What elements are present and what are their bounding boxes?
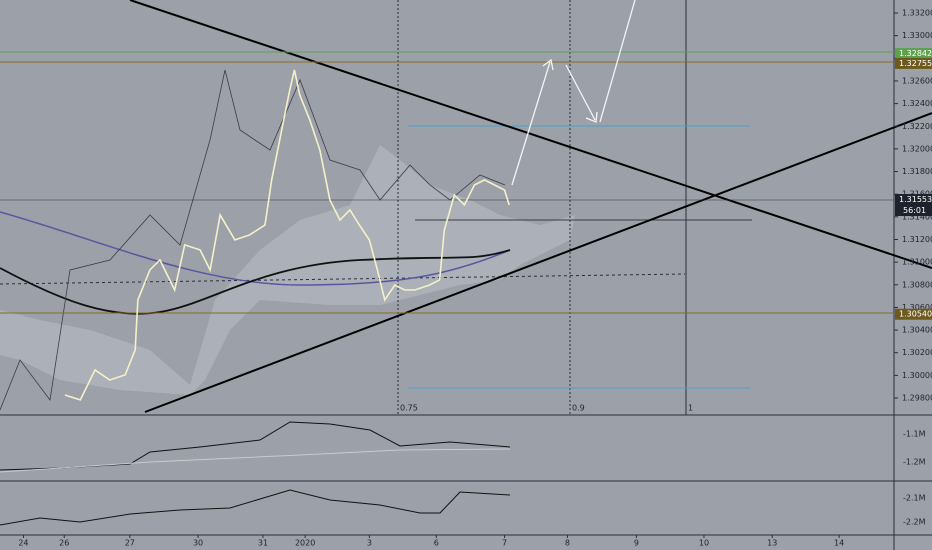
x-tick-label: 6 bbox=[434, 539, 439, 548]
y-tick-label: 1.31000 bbox=[902, 258, 932, 267]
x-tick-label: 8 bbox=[565, 539, 570, 548]
y-tick-label: 1.32400 bbox=[902, 99, 932, 108]
indicator-tick: -1.2M bbox=[903, 458, 926, 467]
x-tick-label: 31 bbox=[258, 539, 268, 548]
y-tick-label: 1.31800 bbox=[902, 167, 932, 176]
x-tick-label: 14 bbox=[834, 539, 844, 548]
price-badge bbox=[895, 57, 932, 69]
x-tick-label: 24 bbox=[18, 539, 28, 548]
fib-label: 0.9 bbox=[572, 404, 585, 413]
y-tick-label: 1.30200 bbox=[902, 348, 932, 357]
moving-average bbox=[0, 211, 511, 286]
fib-label: 0.75 bbox=[400, 404, 418, 413]
x-tick-label: 27 bbox=[125, 539, 135, 548]
y-tick-label: 1.32600 bbox=[902, 76, 932, 85]
fib-label: 1 bbox=[688, 404, 693, 413]
x-tick-label: 2020 bbox=[295, 539, 315, 548]
y-tick-label: 1.32000 bbox=[902, 144, 932, 153]
countdown: 56:01 bbox=[903, 206, 926, 215]
moving-average bbox=[0, 249, 511, 315]
y-tick-label: 1.30800 bbox=[902, 280, 932, 289]
indicator-tick: -2.1M bbox=[903, 494, 926, 503]
x-tick-label: 10 bbox=[699, 539, 709, 548]
x-tick-label: 30 bbox=[193, 539, 203, 548]
x-tick-label: 13 bbox=[767, 539, 777, 548]
y-tick-label: 1.33200 bbox=[902, 9, 932, 18]
trend-line bbox=[144, 112, 932, 413]
indicator-tick: -2.2M bbox=[903, 518, 926, 527]
price-line bbox=[64, 69, 510, 401]
y-tick-label: 1.32200 bbox=[902, 122, 932, 131]
y-tick-label: 1.30000 bbox=[902, 371, 932, 380]
x-tick-label: 26 bbox=[59, 539, 69, 548]
indicator-tick: -1.1M bbox=[903, 430, 926, 439]
price-badge bbox=[895, 194, 932, 217]
indicator-line bbox=[0, 489, 511, 526]
x-tick-label: 3 bbox=[367, 539, 372, 548]
price-badge bbox=[895, 308, 932, 320]
indicator-line bbox=[0, 421, 511, 471]
price-badge-label: 1.31553 bbox=[899, 195, 932, 204]
y-tick-label: 1.33000 bbox=[902, 31, 932, 40]
y-tick-label: 1.29800 bbox=[902, 394, 932, 403]
x-tick-label: 7 bbox=[502, 539, 507, 548]
dotted-line bbox=[0, 273, 686, 285]
price-badge-label: 1.30540 bbox=[899, 310, 932, 319]
y-tick-label: 1.31400 bbox=[902, 212, 932, 221]
y-tick-label: 1.30600 bbox=[902, 303, 932, 312]
price-badge bbox=[895, 48, 932, 60]
y-tick-label: 1.30400 bbox=[902, 326, 932, 335]
lagging-span bbox=[0, 69, 506, 411]
projection-arrow bbox=[511, 0, 636, 186]
y-tick-label: 1.31200 bbox=[902, 235, 932, 244]
price-badge-label: 1.32842 bbox=[899, 49, 932, 58]
indicator-signal bbox=[0, 448, 511, 473]
trend-line bbox=[129, 0, 932, 269]
price-badge-label: 1.32755 bbox=[899, 59, 932, 68]
x-tick-label: 9 bbox=[634, 539, 639, 548]
